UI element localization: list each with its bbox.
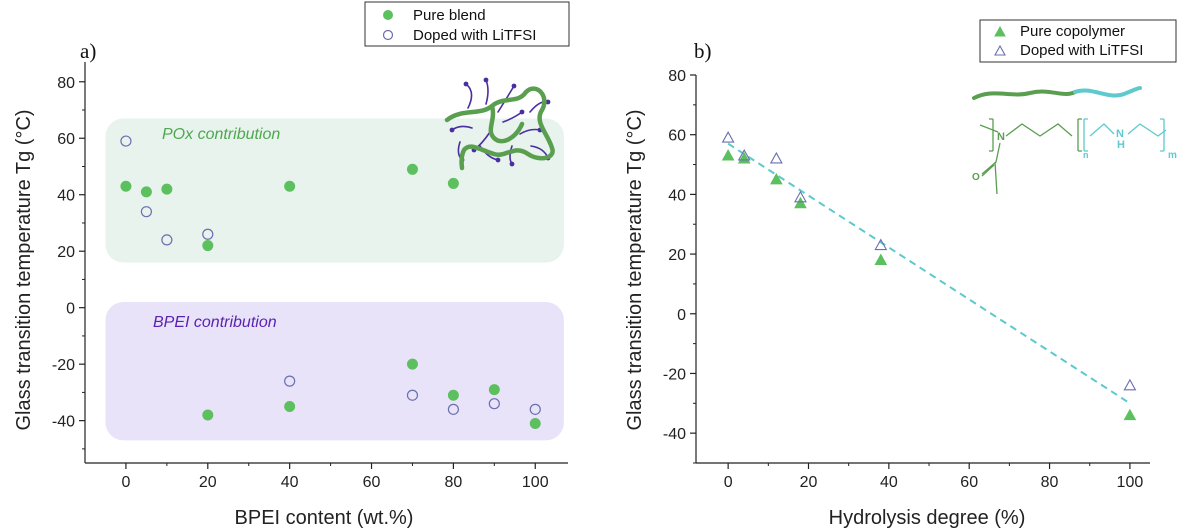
panel-label-a: a): [80, 39, 96, 63]
pure-blend-point: [529, 417, 541, 429]
y-tick-label: 80: [57, 75, 75, 92]
x-tick-label: 0: [724, 474, 733, 491]
doped-point: [721, 131, 735, 143]
pure-blend-point: [120, 180, 132, 192]
copolymer-illustration: [972, 86, 1142, 100]
y-tick-label: 0: [66, 301, 75, 318]
x-tick-label: 20: [199, 474, 217, 491]
doped-point: [406, 389, 419, 401]
y-axis-title-a: Glass transition temperature Tg (°C): [13, 109, 35, 430]
x-axis-title-a: BPEI content (wt.%): [235, 507, 414, 529]
bpei-branched-polymer-illustration: [444, 77, 555, 171]
x-tick-label: 0: [121, 474, 130, 491]
y-tick-label: 20: [57, 244, 75, 261]
pure-blend-point: [488, 384, 500, 396]
pox-contribution-label: POx contribution: [162, 126, 280, 143]
legend-a-doped: Doped with LiTFSI: [413, 27, 536, 44]
x-tick-label: 80: [1041, 474, 1059, 491]
pox-contribution-region: [105, 118, 564, 263]
structure-n-atom: N: [997, 131, 1005, 143]
y-tick-label: -20: [52, 357, 75, 374]
y-tick-label: 40: [668, 187, 686, 204]
panel-label-b: b): [694, 39, 712, 63]
pure-blend-point: [406, 163, 418, 175]
chart-b-points: [721, 131, 1137, 421]
x-tick-label: 100: [522, 474, 549, 491]
y-tick-label: -40: [52, 414, 75, 431]
x-tick-label: 60: [960, 474, 978, 491]
pure-blend-point: [284, 180, 296, 192]
x-tick-label: 40: [281, 474, 299, 491]
x-tick-label: 20: [800, 474, 818, 491]
pure-copolymer-point: [874, 253, 888, 265]
y-tick-label: 20: [668, 247, 686, 264]
chart-b-fit-line: [727, 142, 1131, 405]
legend-b-pure-copolymer: Pure copolymer: [1020, 23, 1125, 40]
y-tick-label: 80: [668, 68, 686, 85]
structure-h-atom: H: [1117, 139, 1125, 151]
y-axis-title-b: Glass transition temperature Tg (°C): [624, 109, 646, 430]
doped-point: [140, 206, 152, 218]
doped-point: [447, 403, 459, 415]
structure-m-subscript: m: [1168, 150, 1177, 161]
pure-blend-point: [202, 240, 214, 252]
doped-point: [1123, 378, 1137, 391]
pure-blend-point: [447, 389, 459, 401]
pure-blend-point: [406, 358, 418, 370]
structure-carbonyl-o: O: [972, 172, 980, 183]
structure-n-subscript: n: [1083, 150, 1089, 160]
legend-b: Pure copolymer Doped with LiTFSI: [979, 19, 1177, 63]
pure-blend-point: [202, 409, 214, 421]
copolymer-structure: N N H n m O: [972, 118, 1177, 195]
pure-copolymer-point: [1123, 408, 1137, 421]
pure-blend-point: [140, 186, 152, 198]
chart-a-points: [120, 135, 541, 429]
pure-blend-point: [447, 177, 459, 189]
chart-a-axes: 0 20 40 60 80 100 -40 -20 0 20 40 60 80: [52, 62, 568, 491]
doped-point: [161, 234, 173, 246]
x-axis-title-b: Hydrolysis degree (%): [829, 507, 1026, 529]
legend-a-pure-blend-marker: [383, 10, 393, 20]
pure-copolymer-point: [794, 196, 807, 209]
chart-a: POx contribution BPEI contribution 0 20 40…: [13, 1, 570, 529]
doped-point: [529, 403, 541, 415]
doped-point: [737, 148, 751, 161]
doped-point: [202, 228, 214, 240]
doped-point: [284, 375, 296, 387]
pure-blend-point: [284, 401, 296, 413]
y-tick-label: 60: [57, 131, 75, 148]
chart-b: 0 20 40 60 80 100 -40 -20 0 20 40 60 80 N N H: [624, 19, 1177, 529]
doped-point: [120, 135, 132, 147]
doped-point: [488, 398, 500, 410]
x-tick-label: 80: [444, 474, 462, 491]
chart-b-axes: 0 20 40 60 80 100 -40 -20 0 20 40 60 80: [663, 68, 1150, 491]
x-tick-label: 60: [363, 474, 381, 491]
bpei-contribution-label: BPEI contribution: [153, 314, 277, 331]
legend-a: Pure blend Doped with LiTFSI: [364, 1, 570, 47]
x-tick-label: 40: [880, 474, 898, 491]
y-tick-label: -40: [663, 426, 686, 443]
legend-b-doped-marker: [994, 44, 1006, 56]
pure-copolymer-point: [770, 172, 783, 185]
legend-a-doped-marker: [382, 29, 394, 41]
legend-a-pure-blend: Pure blend: [413, 7, 486, 24]
legend-b-pure-copolymer-marker: [994, 25, 1006, 37]
x-tick-label: 100: [1117, 474, 1144, 491]
y-tick-label: 60: [668, 128, 686, 145]
legend-b-doped: Doped with LiTFSI: [1020, 42, 1143, 59]
pure-copolymer-point: [721, 149, 735, 161]
y-tick-label: 40: [57, 188, 75, 205]
y-tick-label: -20: [663, 366, 686, 383]
y-tick-label: 0: [677, 307, 686, 324]
doped-point: [874, 238, 888, 251]
doped-point: [769, 151, 783, 164]
structure-nh-atom: N: [1116, 128, 1124, 140]
doped-point: [794, 190, 807, 203]
pure-blend-point: [161, 183, 173, 195]
